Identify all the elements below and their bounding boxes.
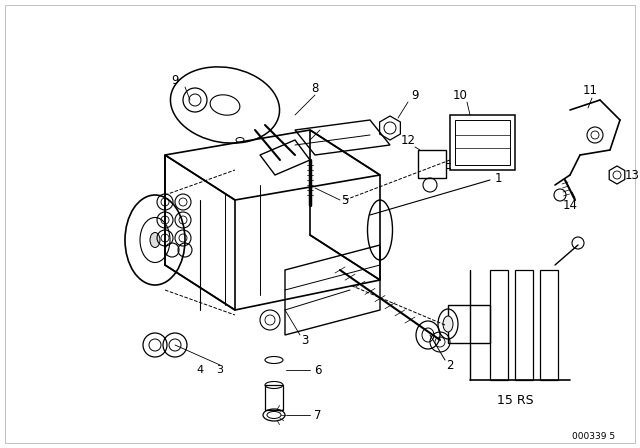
Text: 12: 12 [401, 134, 415, 146]
Text: 4: 4 [196, 365, 204, 375]
Bar [265, 385, 283, 410]
Text: 5: 5 [341, 194, 349, 207]
Text: 13: 13 [625, 168, 639, 181]
Text: 3: 3 [301, 333, 308, 346]
Text: 14: 14 [563, 198, 577, 211]
Text: 2: 2 [446, 358, 454, 371]
Text: 6: 6 [314, 363, 322, 376]
Bar [450, 115, 515, 170]
Text: 7: 7 [314, 409, 322, 422]
Bar [515, 270, 533, 380]
Text: 8: 8 [311, 82, 319, 95]
Text: 3: 3 [216, 365, 223, 375]
Bar [448, 305, 490, 343]
Text: 11: 11 [582, 83, 598, 96]
Bar [490, 270, 508, 380]
Bar [418, 150, 446, 178]
Ellipse shape [150, 233, 160, 247]
Text: 9: 9 [172, 73, 179, 86]
Text: 1: 1 [494, 172, 502, 185]
Bar [540, 270, 558, 380]
Text: 15 RS: 15 RS [497, 393, 533, 406]
Text: 000339 5: 000339 5 [572, 431, 615, 440]
Text: 9: 9 [412, 89, 419, 102]
Text: 10: 10 [452, 89, 467, 102]
Bar [455, 120, 510, 165]
Ellipse shape [443, 316, 453, 332]
